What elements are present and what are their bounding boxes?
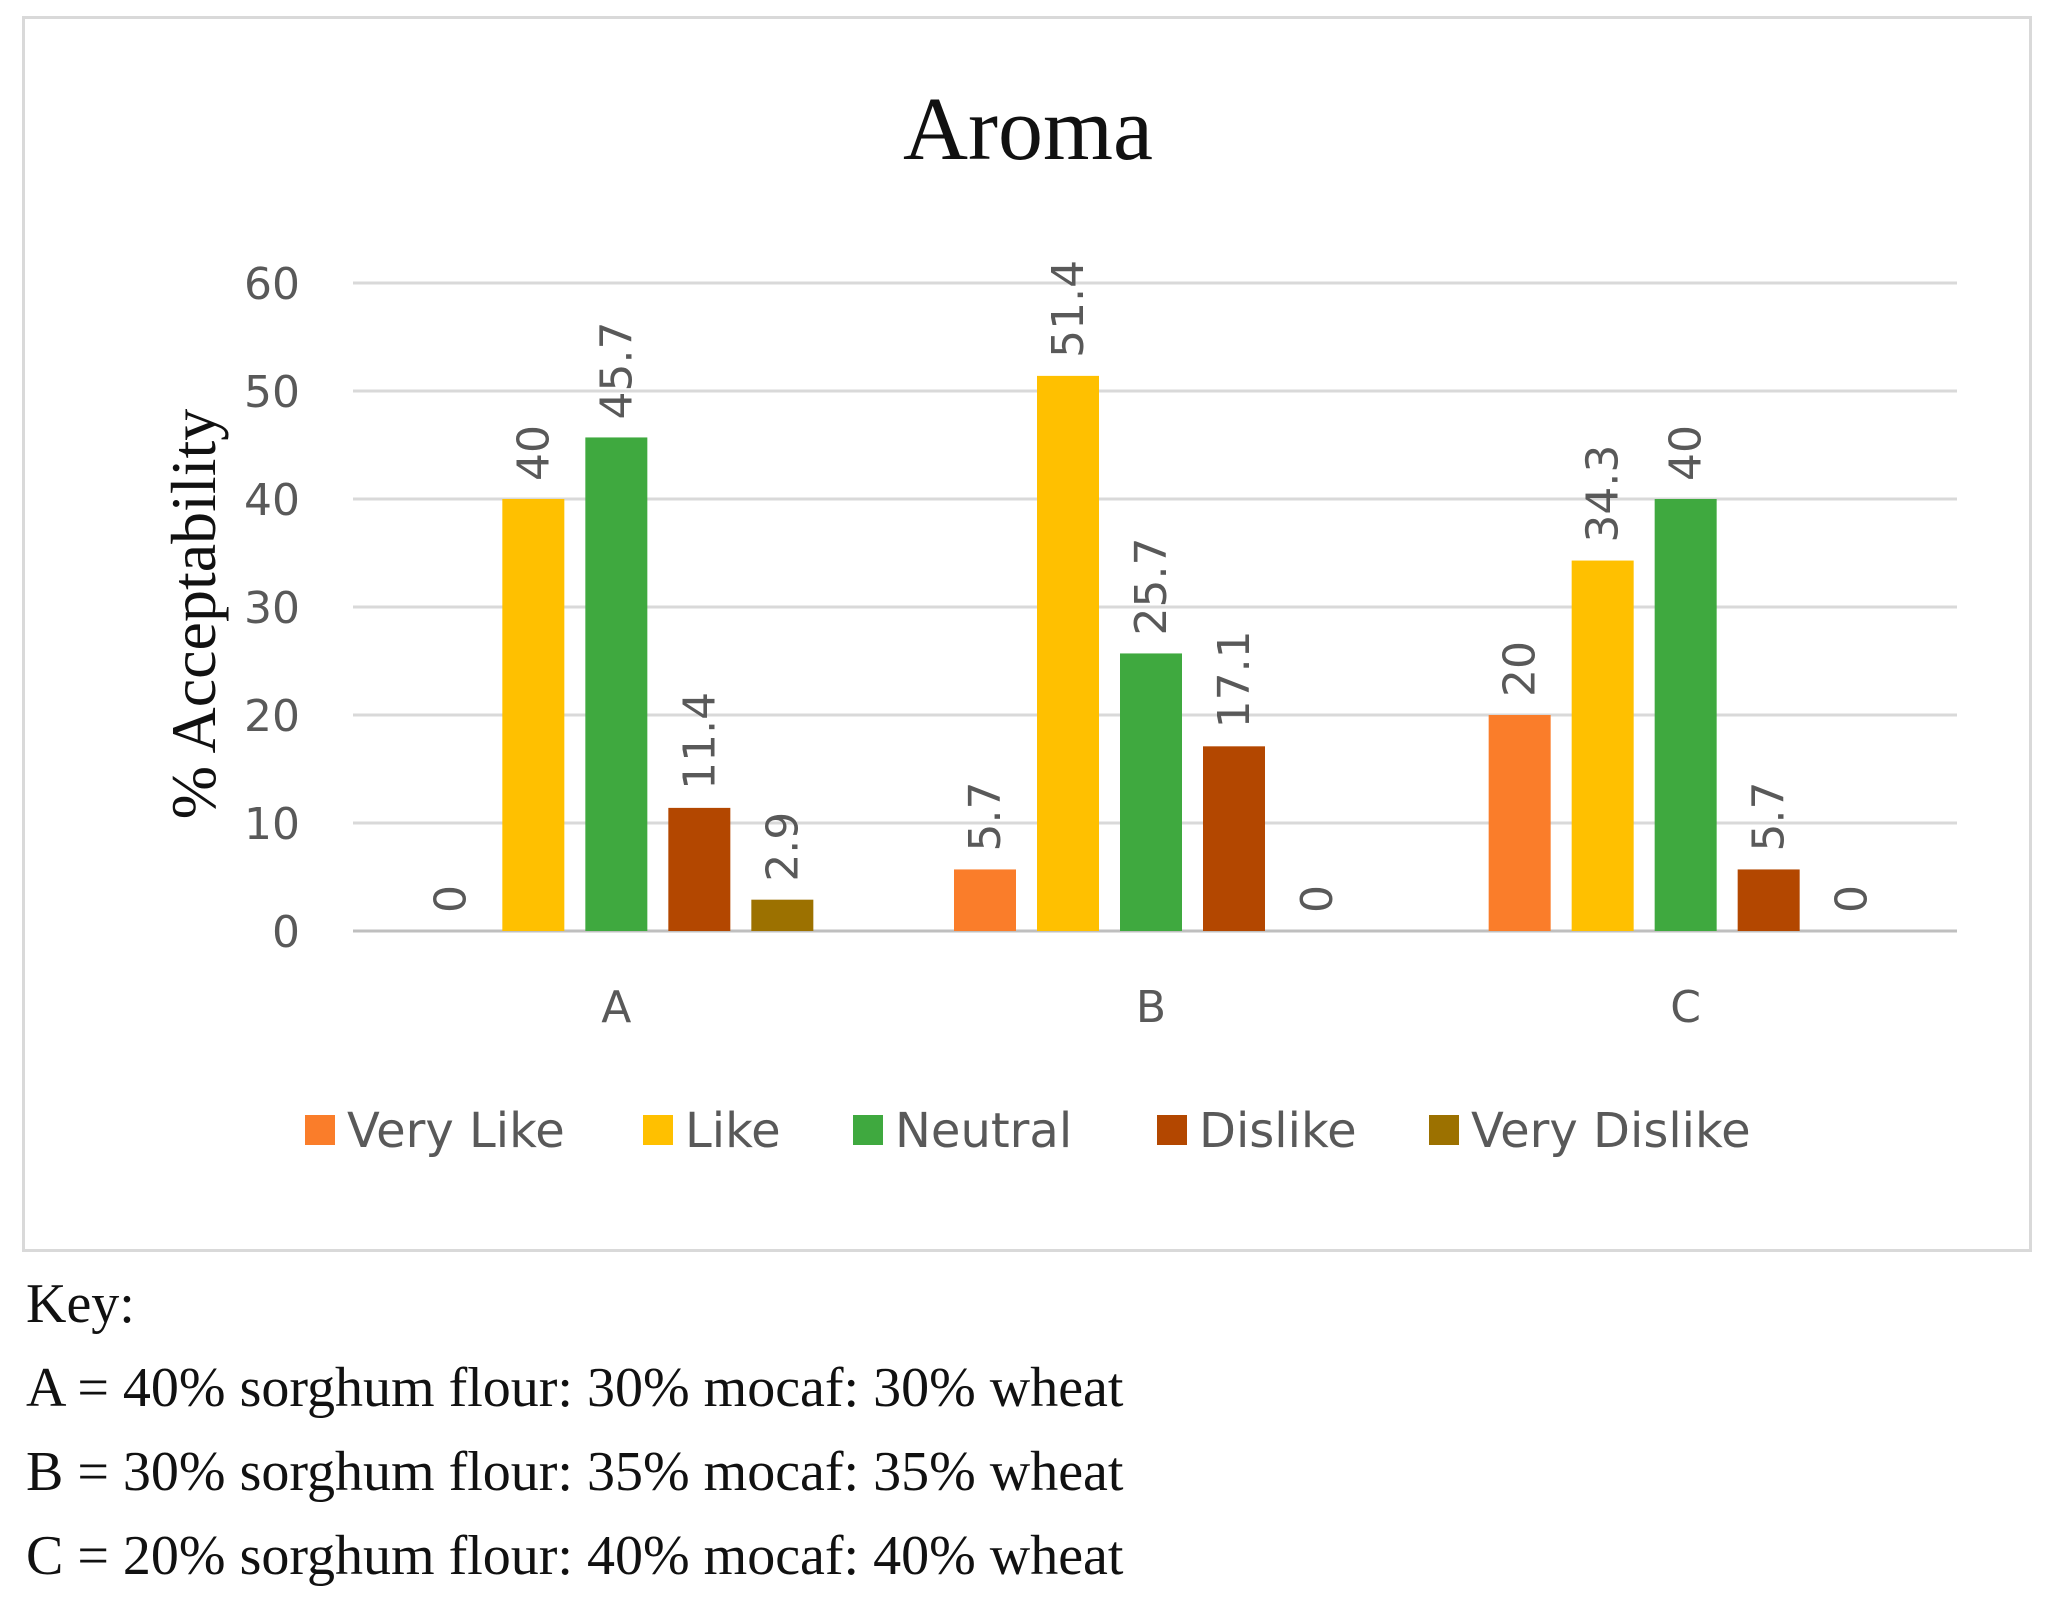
data-label: 40 xyxy=(1661,425,1712,481)
y-tick-label: 40 xyxy=(244,475,300,526)
x-tick-label: C xyxy=(1670,982,1701,1033)
data-label: 5.7 xyxy=(1744,781,1795,851)
y-tick-label: 20 xyxy=(244,691,300,742)
bar-a-like xyxy=(502,499,565,931)
legend-label: Like xyxy=(685,1103,781,1159)
key-line-c: C = 20% sorghum flour: 40% mocaf: 40% wh… xyxy=(26,1525,1124,1587)
legend-swatch xyxy=(853,1115,883,1145)
data-label: 11.4 xyxy=(674,692,725,790)
legend-swatch xyxy=(1429,1115,1459,1145)
y-tick-label: 10 xyxy=(244,799,300,850)
bar-c-neutral xyxy=(1654,499,1717,931)
key-block: Key: A = 40% sorghum flour: 30% mocaf: 3… xyxy=(26,1262,1726,1598)
legend-label: Very Dislike xyxy=(1471,1103,1751,1159)
chart-title: Aroma xyxy=(903,80,1153,179)
bar-c-dislike xyxy=(1737,869,1800,931)
data-label: 34.3 xyxy=(1578,445,1629,543)
bar-b-neutral xyxy=(1120,653,1182,931)
bar-a-very-dislike xyxy=(751,899,814,931)
data-label: 5.7 xyxy=(960,781,1011,851)
data-label: 0 xyxy=(1292,885,1343,913)
bar-b-like xyxy=(1037,375,1099,931)
data-label: 0 xyxy=(1827,885,1878,913)
y-axis-ticks: 0 10 20 30 40 50 60 xyxy=(244,259,300,958)
key-line-a: A = 40% sorghum flour: 30% mocaf: 30% wh… xyxy=(26,1357,1124,1419)
data-label: 2.9 xyxy=(757,812,808,882)
data-label: 20 xyxy=(1495,641,1546,697)
y-tick-label: 0 xyxy=(272,907,300,958)
y-tick-label: 50 xyxy=(244,367,300,418)
data-label: 51.4 xyxy=(1043,260,1094,358)
legend-swatch xyxy=(643,1115,673,1145)
legend-label: Neutral xyxy=(895,1103,1072,1159)
bar-c-very-like xyxy=(1488,715,1551,931)
y-tick-label: 60 xyxy=(244,259,300,310)
data-label: 40 xyxy=(508,425,559,481)
bar-a-dislike xyxy=(668,807,731,931)
legend-swatch xyxy=(305,1115,335,1145)
bar-c-like xyxy=(1571,560,1634,931)
key-heading: Key: xyxy=(26,1273,135,1335)
x-tick-label: A xyxy=(601,982,631,1033)
legend: Very Like Like Neutral Dislike Very Dislike xyxy=(305,1103,1751,1159)
bar-a-neutral xyxy=(585,437,648,931)
x-tick-label: B xyxy=(1136,982,1166,1033)
bar-b-very-like xyxy=(954,869,1016,931)
bar-chart: Aroma % Acceptability 0 10 20 30 40 50 60 0 40 4… xyxy=(158,80,1957,1159)
legend-label: Dislike xyxy=(1199,1103,1357,1159)
data-label: 0 xyxy=(425,885,476,913)
key-line-b: B = 30% sorghum flour: 35% mocaf: 35% wh… xyxy=(26,1441,1124,1503)
x-axis-ticks: A B C xyxy=(601,982,1701,1033)
bars xyxy=(502,375,1800,931)
chart-frame: Aroma % Acceptability 0 10 20 30 40 50 60 0 40 4… xyxy=(22,16,2032,1252)
y-axis-label: % Acceptability xyxy=(158,409,229,820)
data-labels: 0 40 45.7 11.4 2.9 5.7 51.4 25.7 17.1 0 20 34.3 40 5.… xyxy=(425,260,1877,913)
data-label: 17.1 xyxy=(1209,630,1260,728)
legend-swatch xyxy=(1157,1115,1187,1145)
y-tick-label: 30 xyxy=(244,583,300,634)
data-label: 25.7 xyxy=(1126,537,1177,635)
data-label: 45.7 xyxy=(591,321,642,419)
legend-label: Very Like xyxy=(347,1103,565,1159)
bar-b-dislike xyxy=(1203,746,1265,931)
